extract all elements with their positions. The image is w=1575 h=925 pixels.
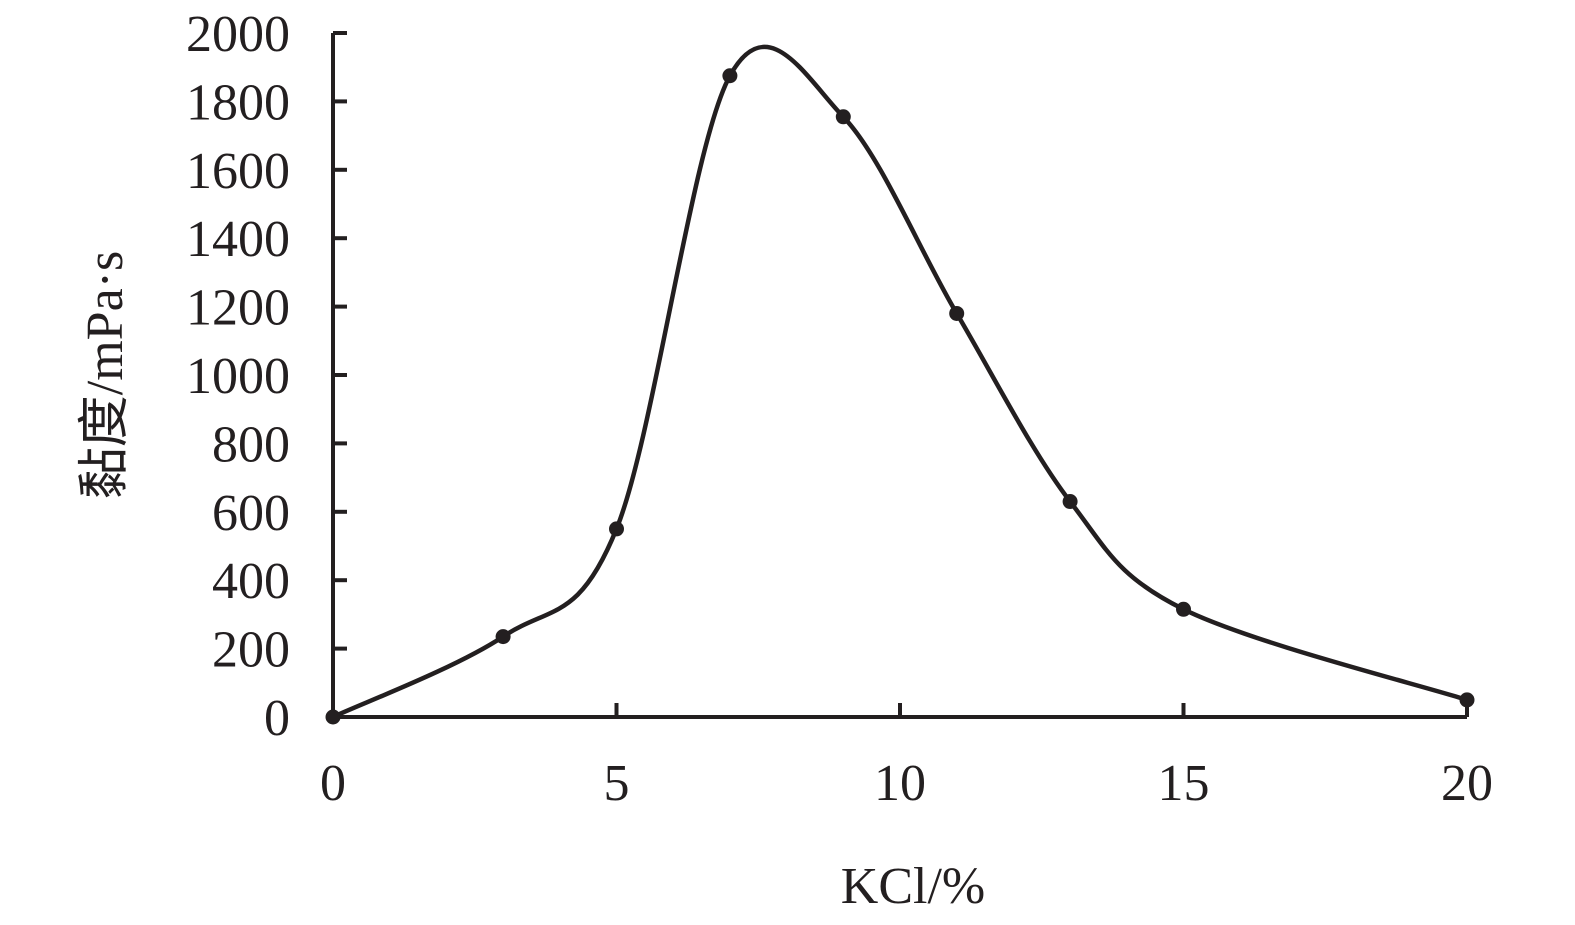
x-tick-label: 10 <box>874 755 926 812</box>
data-point <box>949 305 965 321</box>
y-tick-label: 1200 <box>186 280 290 337</box>
x-tick-label: 0 <box>320 755 346 812</box>
y-axis-ticks: 0 200 400 600 800 1000 1200 1400 1600 1800 2000 <box>186 6 347 747</box>
data-point <box>609 521 624 537</box>
y-tick-label: 400 <box>212 553 290 610</box>
data-point <box>835 109 851 125</box>
y-tick-label: 1800 <box>186 74 290 131</box>
data-point <box>722 68 738 84</box>
series-line <box>330 44 1470 720</box>
data-markers <box>325 68 1475 725</box>
data-point <box>1176 601 1191 617</box>
data-point <box>1062 494 1078 510</box>
y-tick-label: 1000 <box>186 348 290 405</box>
y-tick-label: 1400 <box>186 211 290 268</box>
x-axis-title: KCl/% <box>841 858 985 915</box>
axes <box>331 33 1467 719</box>
y-tick-label: 2000 <box>186 6 290 63</box>
y-axis-title: 黏度/mPa·s <box>77 251 134 499</box>
data-point <box>495 629 511 645</box>
y-tick-label: 600 <box>212 485 290 542</box>
x-axis-ticks: 0 5 10 15 20 <box>320 703 1493 812</box>
y-tick-label: 1600 <box>186 143 290 200</box>
x-tick-label: 5 <box>604 755 630 812</box>
x-tick-label: 15 <box>1158 755 1210 812</box>
x-tick-label: 20 <box>1441 755 1493 812</box>
data-point <box>1459 692 1475 708</box>
y-tick-label: 200 <box>212 622 290 679</box>
data-point <box>325 709 341 725</box>
y-tick-label: 0 <box>264 690 290 747</box>
y-tick-label: 800 <box>212 416 290 473</box>
